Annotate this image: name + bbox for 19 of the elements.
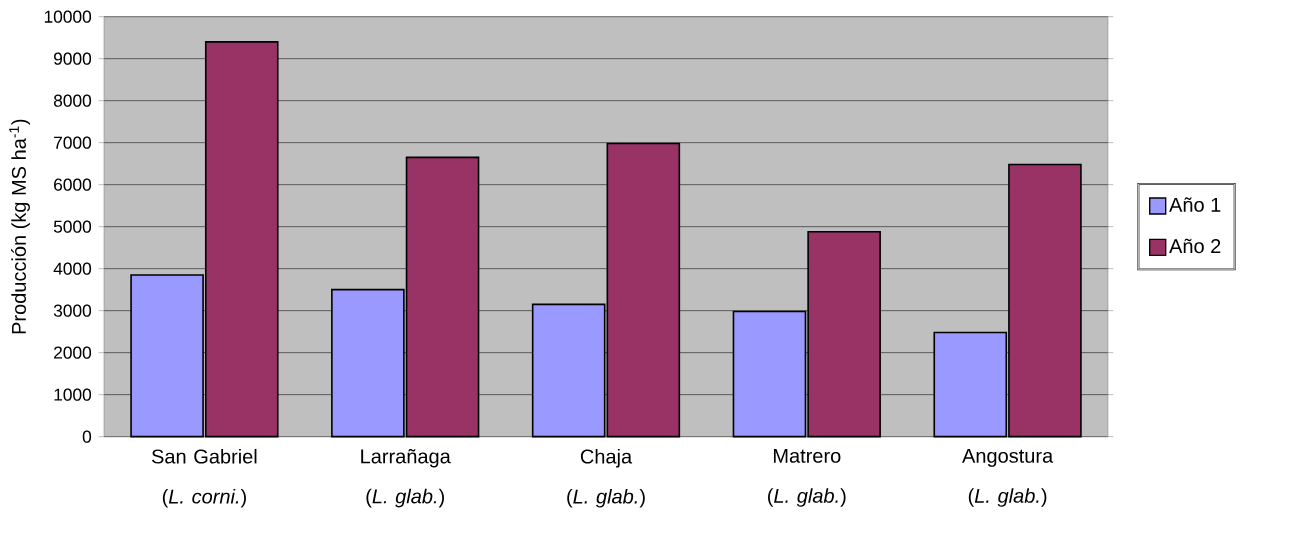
y-tick-label: 5000 bbox=[53, 220, 92, 233]
y-tick-label: 1000 bbox=[54, 388, 92, 401]
y-tick-label: 0 bbox=[82, 430, 92, 443]
legend-label: Año 2 bbox=[1169, 238, 1221, 254]
y-tick-label: 9000 bbox=[54, 52, 92, 65]
y-axis-title: Producción (kg MS ha$^{-1}$) bbox=[9, 119, 30, 334]
y-tick-label: 7000 bbox=[54, 136, 92, 149]
y-tick-label: 8000 bbox=[53, 94, 92, 107]
legend-label: Año 1 bbox=[1169, 197, 1221, 212]
x-tick-label: Angostura (L. glab.) bbox=[962, 448, 1054, 507]
category-label: Matrero (L. glab.) bbox=[768, 448, 846, 507]
y-tick-label: 3000 bbox=[53, 304, 92, 317]
y-tick-label: 2000 bbox=[54, 346, 92, 359]
y-tick-label: 6000 bbox=[54, 178, 92, 191]
y-tick-label: 10000 bbox=[44, 10, 92, 23]
x-tick-label: Larrañaga (L. glab.) bbox=[361, 448, 451, 508]
x-tick-label: Chaja (L. glab.) bbox=[567, 448, 645, 508]
y-tick-label: 4000 bbox=[53, 262, 92, 275]
category-label: San Gabriel (L. corni.) bbox=[151, 448, 257, 508]
